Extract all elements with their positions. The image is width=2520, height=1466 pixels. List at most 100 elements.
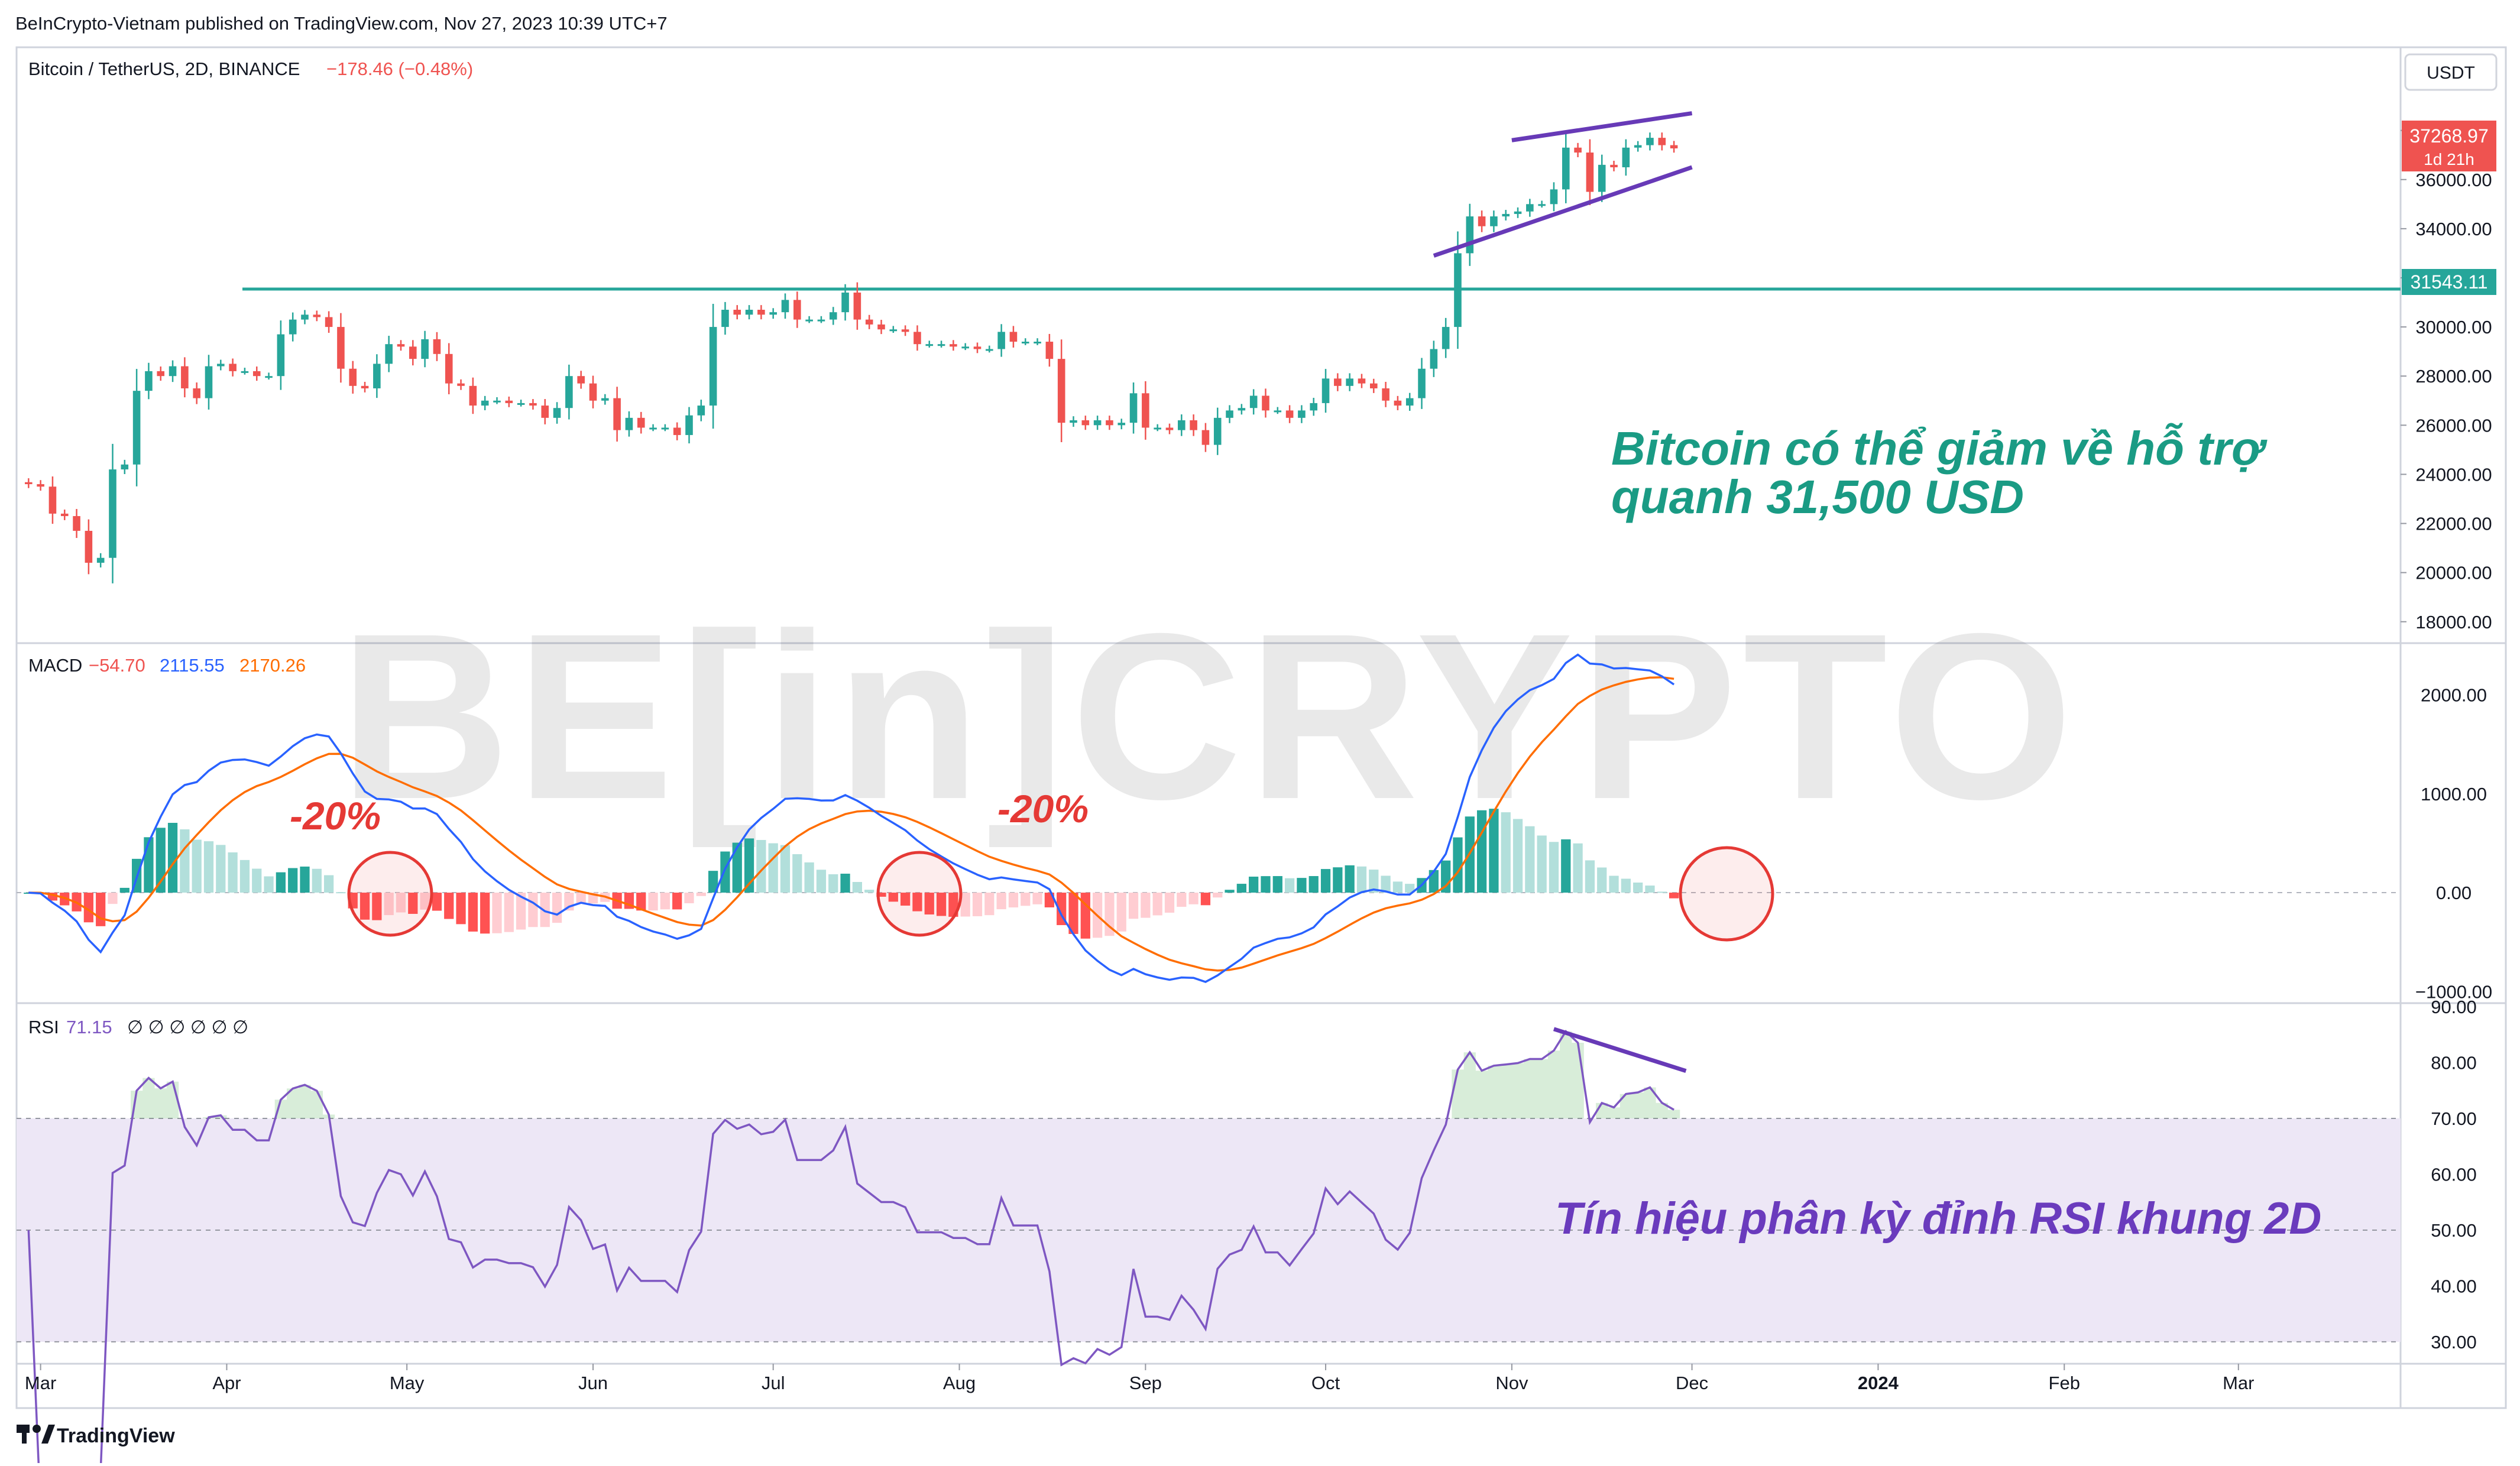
macd-histogram-bar: [1008, 893, 1019, 908]
candle-body: [48, 486, 57, 514]
macd-histogram-bar: [167, 822, 178, 893]
tradingview-footer[interactable]: TradingView: [17, 1425, 175, 1447]
candle-body: [1346, 378, 1353, 386]
wedge-upper-trendline[interactable]: [1511, 111, 1693, 142]
candle-body: [1021, 342, 1029, 344]
candle-body: [637, 417, 645, 428]
macd-histogram-bar: [1320, 869, 1331, 893]
candle-body: [1405, 398, 1414, 406]
macd-signal-line: [28, 676, 1674, 972]
macd-histogram-bar: [180, 829, 190, 893]
macd-drop-note-1: -20%: [290, 794, 381, 838]
candle-body: [457, 383, 465, 386]
candle-body: [1454, 253, 1462, 327]
macd-histogram-bar: [960, 893, 970, 917]
macd-histogram-bar: [480, 893, 490, 934]
macd-histogram-bar: [684, 893, 694, 904]
macd-histogram-bar: [1525, 826, 1535, 893]
macd-histogram-bar: [1284, 878, 1295, 893]
macd-histogram-bar: [924, 893, 934, 915]
time-tick-label: Jul: [762, 1373, 785, 1393]
candle-body: [1658, 138, 1666, 145]
macd-histogram-bar: [1116, 893, 1126, 932]
candle-body: [1526, 204, 1534, 212]
candle-body: [301, 314, 309, 320]
macd-tick-label: 1000.00: [2421, 784, 2487, 805]
currency-label[interactable]: USDT: [2427, 63, 2475, 83]
macd-legend[interactable]: MACD −54.70 2115.55 2170.26: [28, 655, 306, 676]
candle-body: [313, 314, 321, 317]
last-price-tag-box: [2402, 121, 2496, 171]
macd-histogram-bar: [1549, 842, 1559, 893]
macd-label[interactable]: MACD: [28, 655, 82, 676]
macd-histogram-bar: [1669, 893, 1679, 899]
candle-body: [265, 376, 273, 378]
time-tick-label: May: [390, 1373, 425, 1393]
candle-body: [96, 557, 105, 563]
rsi-line: [27, 1029, 1674, 1466]
macd-histogram-bar: [1128, 893, 1139, 919]
candle-body: [277, 334, 285, 377]
macd-histogram-bar: [1609, 875, 1619, 893]
rsi-legend[interactable]: RSI 71.15 ∅ ∅ ∅ ∅ ∅ ∅: [28, 1017, 248, 1037]
candle-body: [1009, 332, 1018, 342]
macd-histogram-bar: [1249, 876, 1259, 893]
macd-histogram-bar: [1537, 835, 1547, 893]
symbol-legend[interactable]: Bitcoin / TetherUS, 2D, BINANCE −178.46 …: [28, 59, 473, 79]
candle-body: [481, 400, 489, 406]
candle-body: [950, 344, 957, 347]
symbol-name[interactable]: Bitcoin / TetherUS, 2D, BINANCE: [28, 59, 300, 79]
macd-histogram-bar: [396, 893, 406, 913]
currency-button[interactable]: [2404, 53, 2498, 91]
candle-body: [193, 388, 200, 398]
candle-body: [1646, 138, 1654, 145]
chart-frame: [15, 46, 2507, 1409]
macd-histogram-bar: [408, 893, 418, 914]
macd-histogram-bar: [384, 893, 394, 916]
time-tick-label: Sep: [1129, 1373, 1162, 1393]
candle-body: [781, 300, 789, 313]
candle-body: [745, 310, 753, 315]
macd-histogram-bar: [432, 893, 442, 911]
macd-histogram-bar: [756, 839, 766, 893]
time-axis[interactable]: Mar Apr May Jun Jul Aug Sep Oct Nov Dec 2024 Feb Mar: [25, 1364, 2255, 1393]
candle-body: [397, 344, 405, 347]
candle-body: [1129, 393, 1138, 423]
macd-histogram-bar: [1645, 886, 1655, 893]
macd-histogram-bar: [552, 893, 562, 923]
candle-body: [121, 464, 129, 470]
currency-selector[interactable]: USDT: [2404, 53, 2498, 91]
candle-body: [877, 324, 885, 330]
wedge-lower-trendline[interactable]: [1433, 165, 1693, 258]
tradingview-brand[interactable]: TradingView: [57, 1425, 175, 1447]
candle-body: [1622, 147, 1630, 167]
candle-body: [601, 398, 609, 401]
macd-histogram-bar: [444, 893, 454, 919]
price-axis[interactable]: 18000.00 20000.00 22000.00 24000.00 26000.00…: [2401, 121, 2492, 633]
candle-body: [1358, 378, 1366, 384]
candle-body: [361, 385, 369, 388]
macd-histogram-bar: [192, 839, 202, 893]
time-tick-label: Jun: [578, 1373, 608, 1393]
rsi-label[interactable]: RSI: [28, 1017, 59, 1037]
rsi-axis[interactable]: 30.00 40.00 50.00 60.00 70.00 80.00 90.00: [17, 997, 2477, 1353]
price-tick-label: 24000.00: [2415, 464, 2492, 485]
candle-body: [325, 317, 333, 327]
macd-histogram-bar: [1164, 893, 1175, 913]
macd-histogram-bar: [492, 893, 502, 933]
candle-body: [961, 346, 969, 349]
rsi-divergence-trendline[interactable]: [1553, 1027, 1687, 1073]
rsi-tick-label: 50.00: [2431, 1220, 2477, 1241]
last-price-tag: 37268.97 1d 21h: [2402, 121, 2496, 171]
macd-histogram-bar: [1213, 893, 1223, 898]
candle-body: [925, 344, 934, 346]
macd-histogram-bar: [1152, 893, 1162, 916]
macd-line: [28, 653, 1675, 984]
macd-histogram-bar: [96, 893, 106, 926]
candle-body: [1106, 420, 1113, 426]
rsi-divergence-note: Tín hiệu phân kỳ đỉnh RSI khung 2D: [1555, 1193, 2321, 1244]
macd-histogram-bar: [288, 868, 298, 893]
time-tick-label: Oct: [1311, 1373, 1340, 1393]
candle-body: [661, 427, 669, 430]
